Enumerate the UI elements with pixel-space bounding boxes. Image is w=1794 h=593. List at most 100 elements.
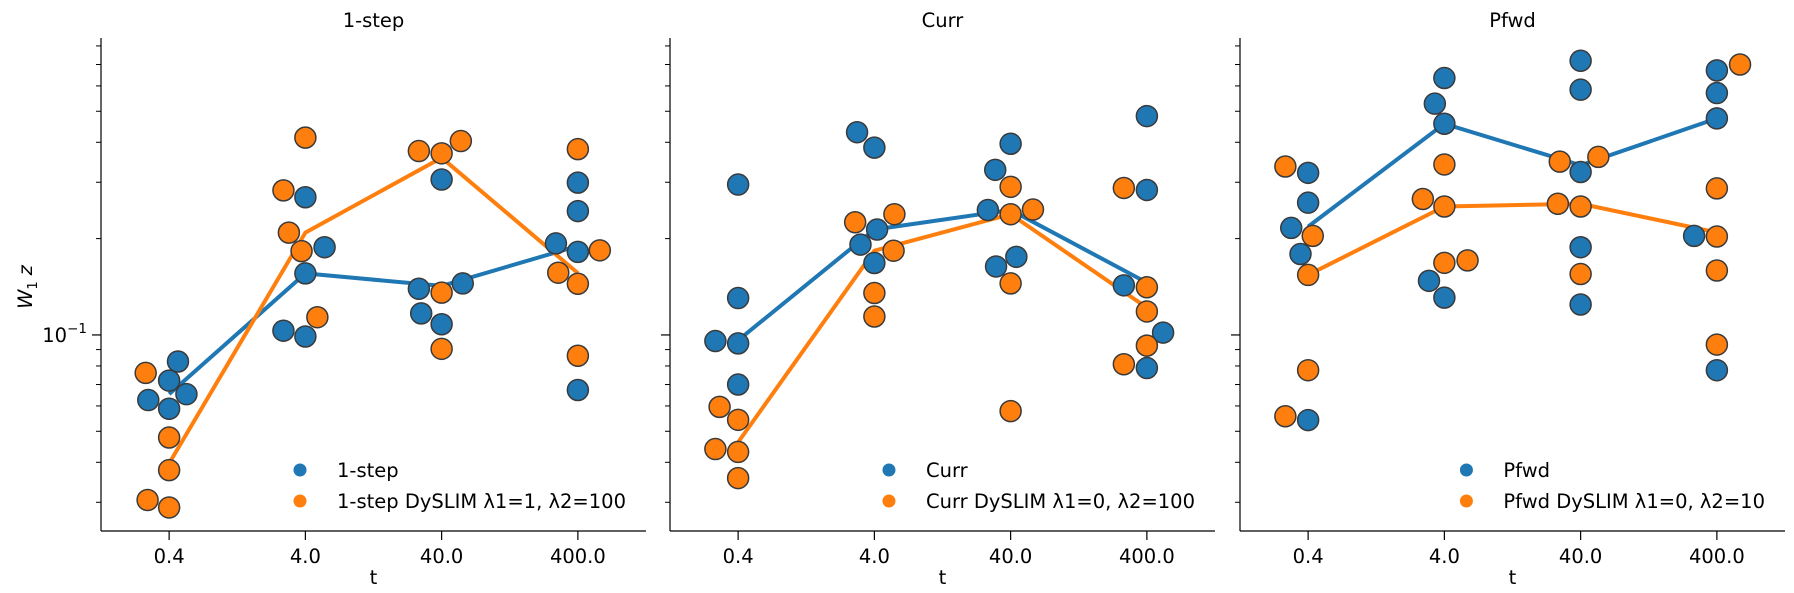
data-point-baseline	[1151, 321, 1175, 344]
data-point-dyslim	[1705, 225, 1729, 248]
data-point-dyslim	[1112, 176, 1136, 200]
data-point-dyslim	[157, 426, 181, 449]
data-point-dyslim	[1296, 263, 1320, 287]
data-point-baseline	[726, 286, 750, 310]
data-point-dyslim	[588, 239, 612, 262]
x-axis-label: t	[1509, 566, 1517, 589]
panel-title: Pfwd	[1489, 9, 1536, 32]
data-point-dyslim	[726, 440, 750, 464]
panel-pfwd: Pfwd 0.4 4.0 40.0 400.0 t Pfwd Pfwd DySLIM λ1=0…	[1231, 9, 1785, 589]
data-point-dyslim	[708, 395, 731, 419]
x-tick-label: 0.4	[154, 545, 185, 568]
panel-title: 1-step	[343, 9, 405, 32]
x-tick-label: 4.0	[859, 545, 890, 568]
data-point-dyslim	[430, 337, 453, 361]
data-point-dyslim	[566, 137, 590, 161]
data-point-baseline	[1135, 104, 1159, 128]
data-point-dyslim	[1274, 155, 1297, 178]
data-point-baseline	[865, 218, 889, 241]
data-point-dyslim	[449, 129, 473, 153]
data-point-baseline	[1569, 235, 1592, 259]
data-point-baseline	[566, 240, 590, 264]
data-point-baseline	[294, 186, 317, 209]
data-point-dyslim	[1548, 150, 1572, 173]
data-point-baseline	[157, 369, 181, 392]
data-point-dyslim	[547, 261, 570, 284]
data-point-dyslim	[430, 142, 453, 165]
data-point-baseline	[1705, 107, 1729, 130]
data-point-dyslim	[1296, 358, 1320, 382]
legend: Pfwd Pfwd DySLIM λ1=0, λ2=10	[1459, 459, 1765, 513]
x-tick-label: 400.0	[1689, 545, 1745, 568]
data-point-dyslim	[290, 239, 313, 263]
data-point-baseline	[1423, 92, 1447, 115]
data-point-dyslim	[1135, 276, 1159, 299]
data-point-dyslim	[136, 488, 159, 512]
y-tick-exponent: −1	[67, 321, 87, 337]
x-tick-label: 40.0	[1559, 545, 1602, 568]
series-line-baseline	[167, 244, 579, 396]
series-line-dyslim	[167, 155, 580, 465]
x-tick-label: 0.4	[1293, 545, 1324, 568]
data-point-dyslim	[1411, 187, 1435, 211]
panel-1-step: 1-step 10−1 0.4 4.0 40.0 400.0 t 1-step 1-step D…	[42, 9, 646, 589]
legend-marker	[293, 463, 307, 477]
data-point-baseline	[1296, 408, 1320, 432]
data-point-baseline	[976, 198, 1000, 222]
data-point-dyslim	[566, 344, 590, 367]
data-point-dyslim	[1546, 192, 1570, 216]
data-point-dyslim	[1274, 405, 1297, 428]
x-tick-label: 4.0	[290, 545, 321, 568]
data-point-dyslim	[1433, 195, 1456, 218]
data-point-baseline	[1433, 66, 1456, 90]
data-point-baseline	[544, 232, 568, 255]
data-point-dyslim	[294, 126, 317, 149]
y-tick-base: 10	[42, 324, 67, 347]
legend-marker	[293, 494, 307, 508]
data-point-baseline	[166, 350, 190, 373]
data-point-dyslim	[1705, 177, 1729, 200]
data-point-baseline	[1569, 49, 1592, 73]
x-axis-label: t	[939, 566, 947, 589]
data-point-baseline	[704, 329, 727, 353]
data-point-dyslim	[999, 272, 1022, 295]
x-tick-label: 40.0	[989, 545, 1032, 568]
series-line-dyslim	[736, 212, 1149, 444]
data-point-baseline	[1705, 59, 1729, 82]
data-point-baseline	[1005, 245, 1028, 269]
data-point-baseline	[1417, 269, 1441, 293]
data-point-dyslim	[306, 305, 329, 329]
data-point-dyslim	[157, 496, 181, 519]
y-label-tail: z	[14, 264, 37, 276]
data-point-dyslim	[1433, 153, 1456, 176]
data-point-baseline	[1569, 78, 1592, 101]
data-point-dyslim	[882, 239, 905, 262]
data-point-dyslim	[726, 466, 750, 490]
data-point-baseline	[430, 313, 453, 336]
legend-marker	[882, 494, 896, 508]
data-point-baseline	[294, 262, 317, 285]
data-point-baseline	[1569, 293, 1592, 316]
data-point-dyslim	[1705, 259, 1729, 282]
data-point-dyslim	[1135, 334, 1159, 357]
data-point-dyslim	[999, 175, 1022, 199]
data-point-dyslim	[566, 272, 590, 296]
data-point-baseline	[1433, 112, 1456, 136]
legend-label: Pfwd	[1503, 459, 1550, 482]
legend: Curr Curr DySLIM λ1=0, λ2=100	[882, 459, 1195, 513]
data-point-dyslim	[883, 202, 906, 226]
panel-title: Curr	[922, 9, 965, 32]
data-point-baseline	[1682, 224, 1706, 248]
data-point-baseline	[849, 233, 872, 256]
data-point-dyslim	[1728, 53, 1752, 76]
data-point-dyslim	[1301, 224, 1325, 248]
x-tick-label: 400.0	[1119, 545, 1175, 568]
data-point-baseline	[1705, 358, 1729, 382]
data-point-dyslim	[407, 139, 431, 163]
legend-label: 1-step DySLIM λ1=1, λ2=100	[337, 490, 626, 513]
data-point-baseline	[726, 373, 750, 396]
legend-label: Curr DySLIM λ1=0, λ2=100	[926, 490, 1195, 513]
y-label-sub: 1	[26, 281, 41, 289]
data-point-baseline	[175, 382, 198, 406]
